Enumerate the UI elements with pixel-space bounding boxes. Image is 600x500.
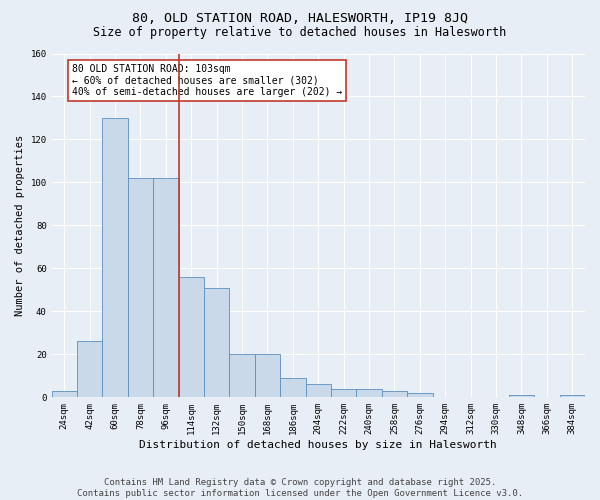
Bar: [179, 277, 204, 398]
Bar: [509, 395, 534, 398]
Bar: [153, 178, 179, 398]
Bar: [229, 354, 255, 398]
Text: 80, OLD STATION ROAD, HALESWORTH, IP19 8JQ: 80, OLD STATION ROAD, HALESWORTH, IP19 8…: [132, 12, 468, 26]
Bar: [407, 393, 433, 398]
Bar: [305, 384, 331, 398]
Bar: [204, 288, 229, 398]
X-axis label: Distribution of detached houses by size in Halesworth: Distribution of detached houses by size …: [139, 440, 497, 450]
Text: 80 OLD STATION ROAD: 103sqm
← 60% of detached houses are smaller (302)
40% of se: 80 OLD STATION ROAD: 103sqm ← 60% of det…: [72, 64, 342, 98]
Y-axis label: Number of detached properties: Number of detached properties: [15, 135, 25, 316]
Bar: [128, 178, 153, 398]
Bar: [77, 342, 103, 398]
Bar: [382, 391, 407, 398]
Bar: [560, 395, 585, 398]
Text: Contains HM Land Registry data © Crown copyright and database right 2025.
Contai: Contains HM Land Registry data © Crown c…: [77, 478, 523, 498]
Bar: [255, 354, 280, 398]
Text: Size of property relative to detached houses in Halesworth: Size of property relative to detached ho…: [94, 26, 506, 39]
Bar: [356, 388, 382, 398]
Bar: [331, 388, 356, 398]
Bar: [280, 378, 305, 398]
Bar: [103, 118, 128, 398]
Bar: [52, 391, 77, 398]
